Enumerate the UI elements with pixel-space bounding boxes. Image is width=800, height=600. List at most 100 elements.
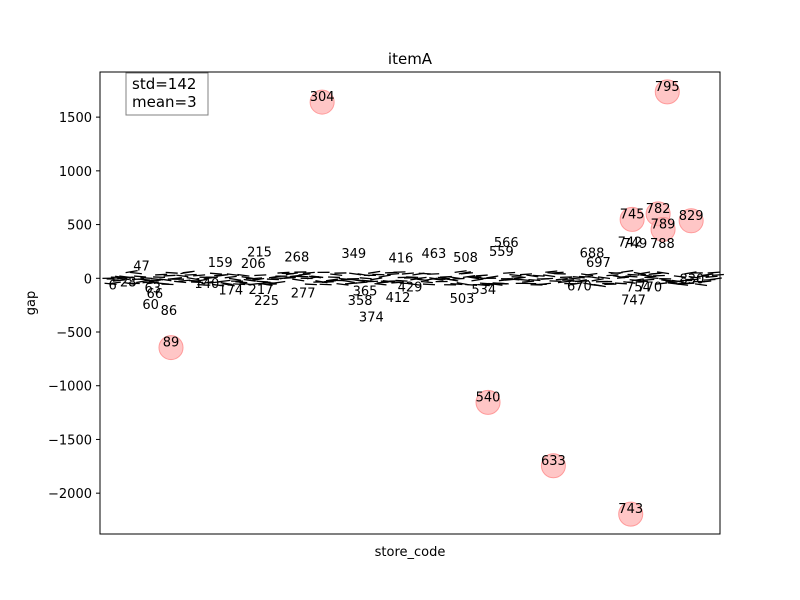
dense-point-mark [513,276,526,280]
dense-point-mark [621,269,634,273]
dense-point-mark [642,278,655,281]
dense-point-mark [353,279,366,283]
point-label: 217 [249,283,274,298]
dense-point-mark [699,280,712,283]
dense-point-mark [637,271,651,275]
dense-point-mark [163,274,176,277]
point-label: 830 [679,272,704,287]
dense-point-mark [382,279,395,283]
dense-point-mark [517,278,530,282]
outlier-label: 829 [679,209,704,224]
dense-point-mark [209,272,223,275]
stats-mean: mean=3 [132,93,197,111]
dense-point-mark [254,274,267,277]
y-tick-label: −1500 [48,433,92,448]
dense-point-mark [201,280,214,285]
dense-point-mark [174,280,187,284]
dense-point-mark [614,282,627,285]
point-label: 215 [247,246,272,261]
dense-point-mark [532,274,545,277]
dense-point-mark [526,274,539,278]
dense-point-mark [212,283,225,287]
point-label: 174 [218,284,243,299]
dense-point-mark [285,272,299,276]
dense-point-mark [635,280,649,283]
dense-point-mark [538,282,552,286]
dense-point-mark [414,276,427,280]
point-label: 429 [398,280,423,295]
dense-point-mark [182,270,195,274]
point-label: 47 [133,259,150,274]
dense-point-mark [522,280,535,283]
dense-point-mark [216,273,229,277]
point-label: 697 [586,256,611,271]
dense-point-mark [610,271,623,274]
dense-point-mark [688,275,701,279]
outlier-label: 789 [651,217,676,232]
dense-point-mark [344,282,358,285]
point-label: 6 [109,278,117,293]
dense-point-mark [247,282,261,286]
dense-point-mark [401,272,414,275]
dense-point-mark [159,278,172,282]
dense-point-mark [186,276,199,281]
point-label: 349 [341,247,366,262]
outlier-marker [540,453,566,479]
dense-point-mark [431,278,444,281]
dense-point-mark [705,275,718,278]
outlier-marker [618,501,644,527]
point-label: 503 [450,292,475,307]
dense-point-mark [640,274,653,277]
dense-point-mark [557,280,571,284]
dense-point-mark [593,283,606,288]
dense-point-mark [585,272,598,276]
dense-point-mark [169,276,182,280]
dense-point-mark [654,282,668,285]
outlier-marker [678,208,704,234]
dense-point-mark [235,281,248,284]
dense-point-mark [574,279,587,283]
dense-point-mark [408,282,421,286]
dense-point-mark [684,271,697,275]
dense-point-mark [616,276,630,279]
dense-point-mark [292,278,305,282]
dense-point-mark [249,277,263,280]
dense-point-mark [452,277,465,280]
dense-point-mark [148,279,161,283]
point-label: 688 [580,246,605,261]
dense-point-mark [477,283,490,287]
dense-point-mark [195,278,208,282]
dense-point-mark [625,275,638,278]
dense-point-mark [218,279,231,283]
point-label: 412 [386,291,411,306]
point-label: 374 [359,311,384,326]
dense-point-mark [193,274,206,277]
dense-point-mark [656,271,670,275]
dense-point-mark [597,276,611,280]
dense-point-mark [112,279,126,282]
dense-point-mark [302,271,315,275]
dense-point-mark [587,275,600,280]
dense-point-mark [481,283,495,286]
dense-point-mark [694,283,708,287]
dense-point-mark [243,278,256,282]
plot-frame [99,71,721,535]
y-tick-label: −2000 [48,487,92,502]
dense-point-mark [422,283,436,286]
dense-point-mark [228,277,242,281]
dense-point-mark [591,278,604,282]
dense-point-mark [311,275,324,279]
dense-point-mark [134,275,147,278]
point-label: 277 [291,286,316,301]
dense-point-mark [475,274,488,277]
chart-title: itemA [388,50,433,68]
dense-point-mark [675,283,689,286]
point-label: 268 [284,250,309,265]
dense-point-mark [330,273,343,277]
dense-point-mark [176,274,189,278]
dense-point-mark [129,271,142,275]
outlier-marker [475,389,501,415]
point-label: 534 [471,283,496,298]
dense-point-mark [277,271,290,274]
